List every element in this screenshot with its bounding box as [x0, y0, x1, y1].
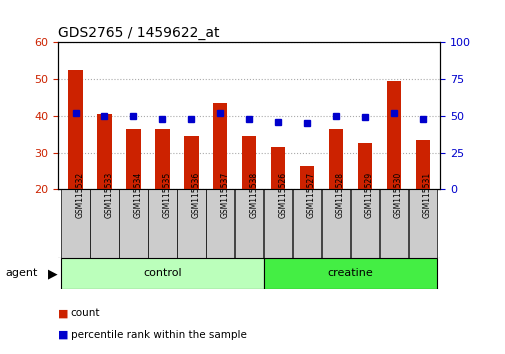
Bar	[328, 129, 342, 189]
Text: GSM115528: GSM115528	[335, 172, 344, 218]
Bar	[357, 143, 372, 189]
Text: GSM115526: GSM115526	[278, 172, 286, 218]
Text: GSM115538: GSM115538	[249, 172, 258, 218]
Bar	[292, 189, 321, 258]
Bar	[184, 136, 198, 189]
Text: agent: agent	[5, 268, 37, 279]
Bar	[119, 189, 147, 258]
Text: GSM115535: GSM115535	[162, 172, 171, 218]
Bar	[299, 166, 314, 189]
Bar	[90, 189, 119, 258]
Bar	[126, 129, 140, 189]
Bar	[234, 189, 263, 258]
Text: GSM115530: GSM115530	[393, 172, 402, 218]
Bar	[213, 103, 227, 189]
Text: GSM115537: GSM115537	[220, 172, 229, 218]
Bar	[241, 136, 256, 189]
Text: ▶: ▶	[48, 267, 58, 280]
Bar	[350, 189, 378, 258]
Text: GSM115529: GSM115529	[364, 172, 373, 218]
Text: percentile rank within the sample: percentile rank within the sample	[71, 330, 246, 339]
Bar	[177, 189, 205, 258]
Text: GSM115536: GSM115536	[191, 172, 200, 218]
Bar	[264, 189, 292, 258]
Text: GSM115531: GSM115531	[422, 172, 431, 218]
Text: count: count	[71, 308, 100, 318]
Bar	[206, 189, 234, 258]
Text: GSM115533: GSM115533	[105, 172, 113, 218]
Text: GSM115532: GSM115532	[75, 172, 84, 218]
Bar	[408, 189, 436, 258]
Bar	[321, 189, 349, 258]
Bar	[270, 147, 285, 189]
Text: GDS2765 / 1459622_at: GDS2765 / 1459622_at	[58, 26, 219, 40]
Text: GSM115534: GSM115534	[133, 172, 142, 218]
Bar	[68, 70, 83, 189]
Bar	[155, 129, 169, 189]
Text: control: control	[143, 268, 181, 279]
Text: GSM115527: GSM115527	[307, 172, 316, 218]
Bar	[148, 189, 176, 258]
Bar	[97, 114, 112, 189]
Text: ■: ■	[58, 330, 69, 339]
Bar	[415, 140, 429, 189]
Bar	[61, 189, 89, 258]
Bar	[386, 81, 400, 189]
Bar	[61, 258, 263, 289]
Text: creatine: creatine	[327, 268, 373, 279]
Text: ■: ■	[58, 308, 69, 318]
Bar	[379, 189, 408, 258]
Bar	[263, 258, 436, 289]
